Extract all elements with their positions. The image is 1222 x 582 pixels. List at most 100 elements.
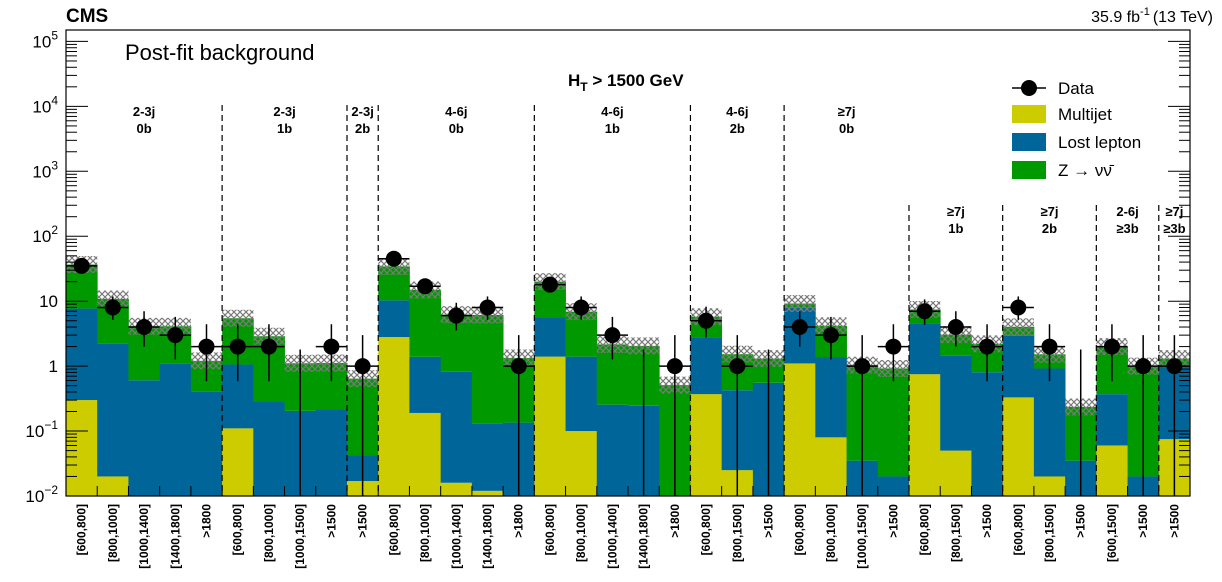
y-tick-base-5: 1	[49, 357, 58, 376]
bar-1-16	[565, 356, 598, 432]
bar-1-28	[940, 355, 972, 451]
x-tick-label-8: >1500	[324, 504, 338, 538]
bar-1-13	[471, 423, 504, 491]
data-points	[66, 250, 1190, 496]
uncertainty-5	[222, 309, 254, 327]
y-tick-label-6: 10−1	[25, 418, 58, 441]
bar-1-1	[97, 343, 129, 477]
data-point-2	[136, 319, 153, 336]
bar-1-29	[971, 372, 1004, 496]
bar-1-31	[1033, 368, 1066, 477]
y-tick-exp-3: 2	[51, 223, 58, 237]
uncertainty-30	[1002, 318, 1034, 336]
uncertainty-18	[628, 337, 660, 355]
data-point-19	[666, 358, 683, 375]
bar-2-11	[409, 289, 442, 357]
bar-1-17	[596, 404, 629, 496]
bar-1-26	[877, 476, 910, 496]
region-label-9-0: 2-6j	[1116, 204, 1138, 219]
data-point-34	[1135, 358, 1152, 375]
data-point-23	[791, 319, 808, 336]
x-tick-label-4: >1800	[200, 504, 214, 538]
region-label-3-0: 4-6j	[445, 104, 467, 119]
data-point-17	[604, 327, 621, 344]
y-tick-exp-2: 3	[51, 158, 58, 172]
x-tick-label-6: [800,1000]	[262, 504, 276, 562]
data-point-13	[479, 299, 496, 316]
stacked-bars	[66, 264, 1191, 496]
y-tick-exp-0: 5	[51, 28, 58, 42]
y-tick-base-6: 10	[25, 422, 44, 441]
bar-1-33	[1096, 394, 1128, 446]
data-point-9	[354, 358, 371, 375]
bar-0-24	[815, 437, 847, 496]
bar-1-3	[159, 363, 192, 496]
data-point-1	[104, 299, 121, 316]
legend-swatch-0	[1012, 105, 1046, 123]
region-label-0-1: 0b	[136, 121, 151, 136]
region-label-7-1: 1b	[948, 221, 963, 236]
region-label-9-1: ≥3b	[1116, 221, 1138, 236]
data-point-30	[1010, 299, 1027, 316]
region-label-6-1: 0b	[839, 121, 854, 136]
bar-1-10	[378, 300, 410, 338]
bar-1-6	[253, 401, 285, 496]
data-point-20	[698, 312, 715, 329]
region-label-3-1: 0b	[449, 121, 464, 136]
x-tick-label-7: [1000,1500]	[293, 504, 307, 569]
y-tick-label-2: 103	[32, 158, 58, 181]
bar-0-10	[378, 337, 410, 496]
x-tick-label-0: [600,800]	[75, 504, 89, 555]
x-tick-labels: [600,800] [800,1000] [1000,1400] [1400,1800…	[75, 504, 1182, 569]
region-label-2-1: 2b	[355, 121, 370, 136]
bar-1-8	[315, 409, 348, 496]
y-tick-label-0: 105	[32, 28, 58, 51]
bar-1-11	[409, 356, 442, 413]
bar-0-5	[222, 428, 254, 496]
y-tick-label-4: 10	[39, 292, 58, 311]
region-label-8-1: 2b	[1042, 221, 1057, 236]
x-tick-label-2: [1000,1400]	[137, 504, 151, 569]
y-tick-label-7: 10−2	[25, 483, 58, 506]
x-tick-label-21: [800,1500]	[730, 504, 744, 562]
bar-0-16	[565, 431, 598, 496]
bar-0-20	[690, 394, 723, 496]
x-tick-label-27: [600,800]	[918, 504, 932, 555]
plot-subtitle: Post-fit background	[125, 40, 315, 65]
x-tick-label-3: [1400,1800]	[168, 504, 182, 569]
x-tick-label-1: [800,1000]	[106, 504, 120, 562]
data-point-3	[167, 327, 184, 344]
bar-0-27	[909, 374, 941, 496]
data-point-25	[854, 358, 871, 375]
ht-cut-label: HT > 1500 GeV	[568, 71, 684, 94]
bar-0-15	[534, 356, 566, 496]
bar-1-30	[1002, 335, 1035, 398]
legend: Data Multijet Lost lepton Z → νν̄	[1012, 79, 1141, 180]
legend-data-label: Data	[1058, 79, 1094, 98]
experiment-label: CMS	[66, 6, 108, 27]
x-tick-label-34: >1500	[1136, 504, 1150, 538]
x-tick-label-17: [1000,1400]	[605, 504, 619, 569]
region-label-7-0: ≥7j	[947, 204, 965, 219]
legend-label-0: Multijet	[1058, 105, 1112, 124]
region-label-4-1: 1b	[605, 121, 620, 136]
bar-2-26	[877, 368, 910, 477]
region-label-8-0: ≥7j	[1041, 204, 1059, 219]
region-label-5-1: 2b	[730, 121, 745, 136]
bar-1-2	[128, 380, 161, 496]
x-tick-label-25: [1000,1500]	[855, 504, 869, 569]
x-tick-label-31: [800,1500]	[1043, 504, 1057, 562]
x-tick-label-29: >1500	[980, 504, 994, 538]
region-label-6-0: ≥7j	[838, 104, 856, 119]
bar-0-31	[1033, 476, 1066, 496]
x-tick-label-22: >1500	[762, 504, 776, 538]
region-label-1-1: 1b	[277, 121, 292, 136]
data-point-11	[417, 278, 434, 295]
x-tick-label-14: >1800	[512, 504, 526, 538]
x-tick-label-15: [600,800]	[543, 504, 557, 555]
bar-0-13	[471, 490, 504, 496]
x-tick-label-30: [600,800]	[1011, 504, 1025, 555]
y-tick-base-2: 10	[32, 162, 51, 181]
x-tick-label-33: [600,1500]	[1105, 504, 1119, 562]
